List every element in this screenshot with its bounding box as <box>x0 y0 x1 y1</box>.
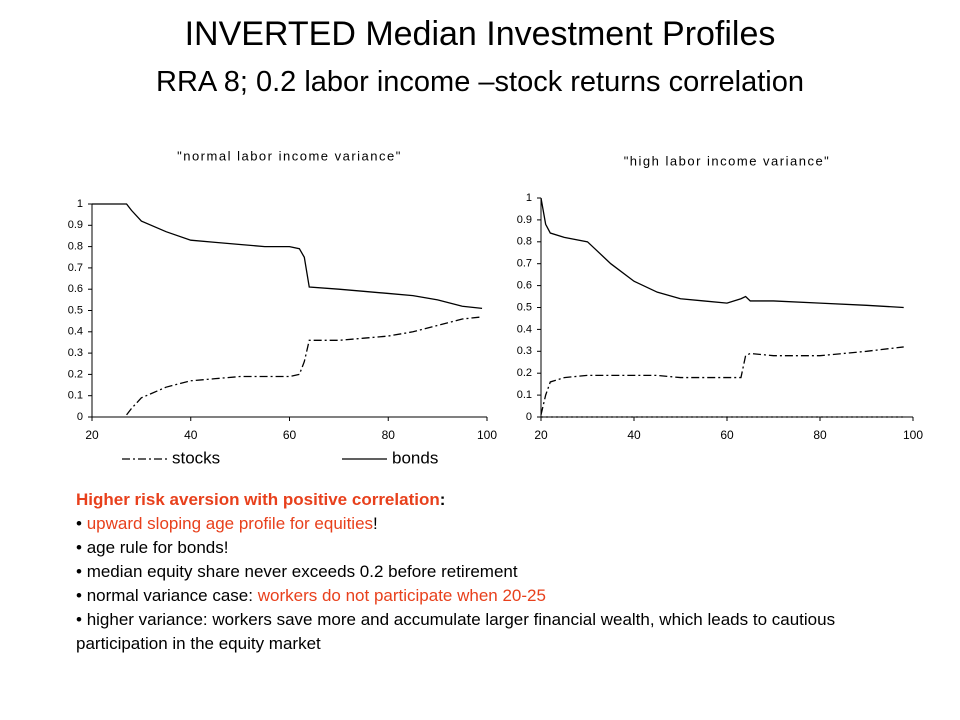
y-tick-label: 0.3 <box>68 347 83 359</box>
notes: Higher risk aversion with positive corre… <box>76 488 906 656</box>
charts: "normal labor income variance" 0 0.1 0.2 0.3… <box>68 148 924 467</box>
legend-label: bonds <box>392 448 438 467</box>
y-tick-label: 0.7 <box>517 258 532 270</box>
y-tick-label: 1 <box>526 192 532 204</box>
series-line <box>92 203 483 310</box>
notes-heading: Higher risk aversion with positive corre… <box>76 488 906 512</box>
series-line <box>540 346 904 415</box>
note-text: workers do not participate when 20-25 <box>257 586 546 605</box>
x-tick-label: 20 <box>85 428 99 442</box>
x-tick-label: 80 <box>382 428 396 442</box>
slide-title: INVERTED Median Investment Profiles <box>184 15 776 53</box>
y-tick-label: 0.9 <box>68 219 83 231</box>
y-tick-label: 0.9 <box>517 214 532 226</box>
note-text: age rule for bonds! <box>86 538 229 557</box>
chart-title: "normal labor income variance" <box>177 148 402 163</box>
y-tick-label: 0.6 <box>68 283 83 295</box>
y-tick-label: 0.7 <box>68 262 83 274</box>
bullet: age rule for bonds! <box>76 536 906 560</box>
y-tick-label: 0.2 <box>517 367 532 379</box>
legend-label: stocks <box>172 448 220 467</box>
bullet: normal variance case: workers do not par… <box>76 584 906 608</box>
series-line <box>126 316 483 416</box>
note-text: Higher risk aversion with positive corre… <box>76 490 440 509</box>
bullet: upward sloping age profile for equities! <box>76 512 906 536</box>
y-tick-label: 0.1 <box>517 389 532 401</box>
note-text: : <box>439 490 446 509</box>
y-tick-label: 0.8 <box>517 236 532 248</box>
y-tick-label: 0.2 <box>68 368 83 380</box>
y-tick-label: 0.5 <box>68 304 83 316</box>
y-tick-label: 0.4 <box>68 326 83 338</box>
x-tick-label: 80 <box>813 428 827 442</box>
bullet: median equity share never exceeds 0.2 be… <box>76 560 906 584</box>
y-tick-label: 0.1 <box>68 390 83 402</box>
y-tick-label: 0.3 <box>517 345 532 357</box>
x-tick-label: 20 <box>534 428 548 442</box>
x-tick-label: 60 <box>720 428 734 442</box>
chart-title: "high labor income variance" <box>624 153 831 168</box>
slide-subtitle: RRA 8; 0.2 labor income –stock returns c… <box>156 66 804 98</box>
y-tick-label: 0.4 <box>517 323 532 335</box>
note-text: normal variance case: <box>86 586 258 605</box>
x-tick-label: 40 <box>184 428 198 442</box>
y-tick-label: 0.6 <box>517 280 532 292</box>
x-tick-label: 100 <box>903 428 923 442</box>
series-line <box>540 197 904 309</box>
note-text: median equity share never exceeds 0.2 be… <box>86 562 518 581</box>
note-text: ! <box>373 514 378 533</box>
y-tick-label: 0.5 <box>517 301 532 313</box>
x-tick-label: 60 <box>283 428 297 442</box>
x-tick-label: 100 <box>477 428 497 442</box>
y-tick-label: 0.8 <box>68 241 83 253</box>
note-text: upward sloping age profile for equities <box>86 514 374 533</box>
note-text: higher variance: workers save more and a… <box>76 610 836 653</box>
y-tick-label: 1 <box>77 198 83 210</box>
y-tick-label: 0 <box>526 411 532 423</box>
bullet: higher variance: workers save more and a… <box>76 608 906 656</box>
y-tick-label: 0 <box>77 411 83 423</box>
x-tick-label: 40 <box>627 428 641 442</box>
